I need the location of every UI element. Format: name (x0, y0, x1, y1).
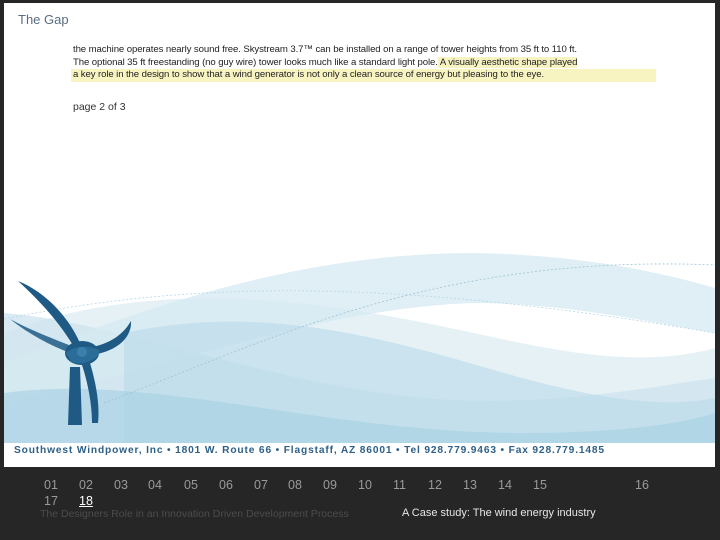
nav-link-15[interactable]: 15 (533, 478, 547, 492)
nav-link-17[interactable]: 17 (44, 494, 58, 508)
nav-link-01[interactable]: 01 (44, 478, 58, 492)
footer-case-study: A Case study: The wind energy industry (402, 507, 596, 519)
doc-line-2-highlight: A visually aesthetic shape played (437, 56, 578, 68)
nav-link-10[interactable]: 10 (358, 478, 372, 492)
nav-link-12[interactable]: 12 (428, 478, 442, 492)
nav-link-04[interactable]: 04 (148, 478, 162, 492)
nav-link-06[interactable]: 06 (219, 478, 233, 492)
nav-link-05[interactable]: 05 (184, 478, 198, 492)
doc-line-3: a key role in the design to show that a … (71, 69, 656, 82)
slide-title: The Gap (18, 12, 69, 27)
nav-link-02[interactable]: 02 (79, 478, 93, 492)
nav-link-11[interactable]: 11 (393, 478, 406, 492)
company-address: Southwest Windpower, Inc • 1801 W. Route… (14, 445, 605, 456)
wave-background (4, 253, 715, 443)
slide: The Gap the machine operates nearly soun… (4, 3, 715, 467)
nav-link-03[interactable]: 03 (114, 478, 128, 492)
nav-link-09[interactable]: 09 (323, 478, 337, 492)
doc-line-1: the machine operates nearly sound free. … (73, 44, 577, 55)
nav-link-13[interactable]: 13 (463, 478, 477, 492)
document-excerpt: the machine operates nearly sound free. … (71, 44, 656, 82)
page-label: page 2 of 3 (73, 101, 126, 113)
doc-line-2-text: The optional 35 ft freestanding (no guy … (73, 56, 438, 68)
nav-link-14[interactable]: 14 (498, 478, 512, 492)
doc-line-2: The optional 35 ft freestanding (no guy … (71, 56, 656, 70)
nav-link-18-current[interactable]: 18 (79, 494, 93, 508)
nav-link-08[interactable]: 08 (288, 478, 302, 492)
nav-link-16[interactable]: 16 (635, 478, 649, 492)
nav-link-07[interactable]: 07 (254, 478, 268, 492)
footer-presentation-title: The Designers Role in an Innovation Driv… (40, 508, 349, 520)
wind-turbine-logo (10, 281, 132, 425)
